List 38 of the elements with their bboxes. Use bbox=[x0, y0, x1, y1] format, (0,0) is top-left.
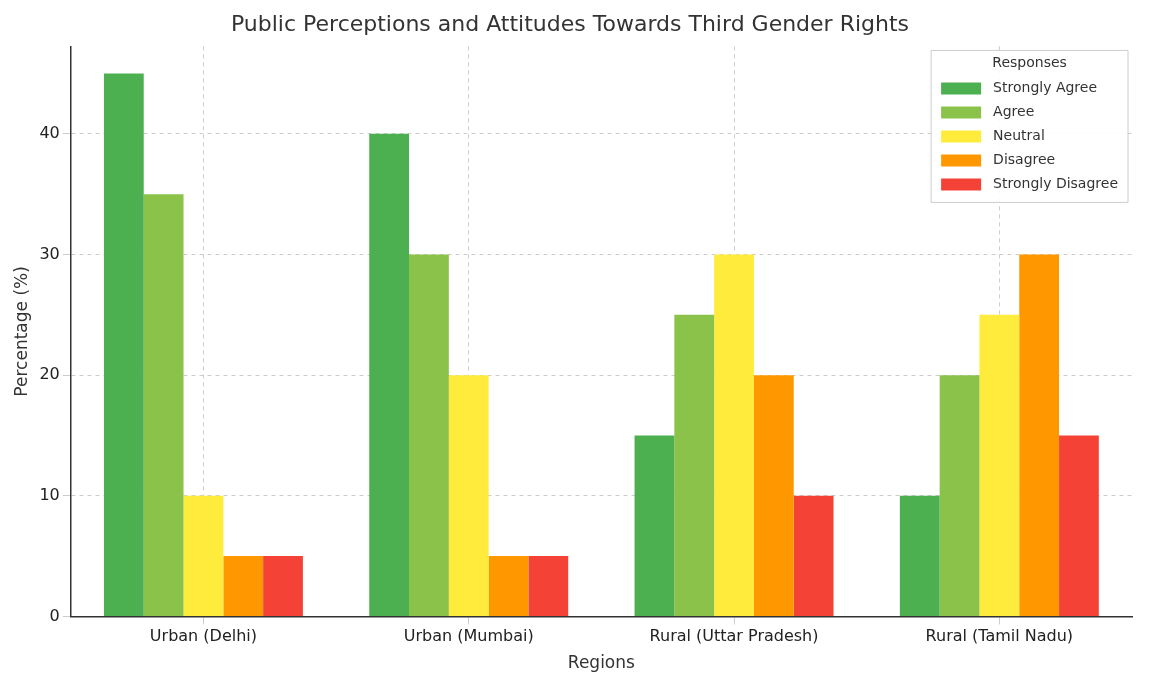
x-tick-label: Urban (Delhi) bbox=[149, 626, 257, 646]
x-tick-label: Urban (Mumbai) bbox=[403, 626, 534, 646]
bar bbox=[1059, 435, 1099, 616]
bar bbox=[979, 314, 1020, 616]
bar bbox=[448, 375, 489, 616]
legend-label: Strongly Agree bbox=[993, 79, 1098, 96]
legend-label: Strongly Disagree bbox=[993, 175, 1119, 192]
bar bbox=[103, 73, 144, 616]
x-tick-label: Rural (Tamil Nadu) bbox=[925, 626, 1074, 646]
y-tick-label: 30 bbox=[39, 243, 60, 263]
bar bbox=[674, 314, 715, 616]
bar bbox=[714, 254, 754, 616]
bar bbox=[409, 254, 449, 616]
y-tick-label: 10 bbox=[39, 484, 60, 504]
bar bbox=[899, 495, 940, 616]
y-tick-label: 20 bbox=[39, 364, 60, 384]
bar bbox=[488, 556, 529, 616]
y-tick-label: 0 bbox=[49, 605, 60, 625]
bar bbox=[143, 194, 184, 616]
y-tick-label: 40 bbox=[39, 123, 60, 143]
chart-title: Public Perceptions and Attitudes Towards Third Gender Rights bbox=[230, 10, 910, 36]
legend-label: Disagree bbox=[993, 151, 1056, 168]
x-axis-title: Regions bbox=[567, 652, 636, 673]
legend-label: Agree bbox=[993, 103, 1035, 120]
bar bbox=[634, 435, 675, 616]
bar bbox=[1019, 254, 1060, 616]
x-tick-label: Rural (Uttar Pradesh) bbox=[649, 626, 819, 646]
legend-label: Neutral bbox=[993, 127, 1045, 144]
bar bbox=[263, 556, 303, 616]
bar bbox=[528, 556, 569, 616]
bar bbox=[183, 495, 224, 616]
bar bbox=[753, 375, 794, 616]
y-axis-title: Percentage (%) bbox=[10, 266, 31, 397]
bar bbox=[369, 133, 410, 616]
bar bbox=[223, 556, 264, 616]
legend-title: Responses bbox=[992, 54, 1067, 71]
bar bbox=[793, 495, 834, 616]
bar bbox=[939, 375, 980, 616]
